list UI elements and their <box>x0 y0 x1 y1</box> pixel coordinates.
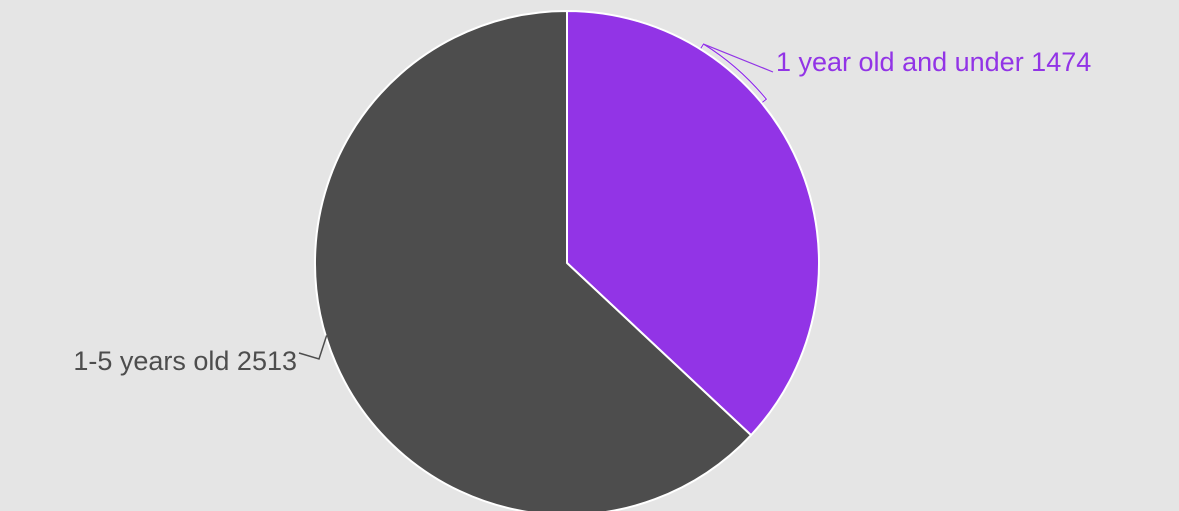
label-leader-line <box>298 335 328 360</box>
pie-slice <box>314 10 753 511</box>
pie-slices <box>314 10 820 511</box>
pie-labels: 1 year old and under 1474 1-5 years old 2… <box>73 42 1091 376</box>
slice-label: 1 year old and under 1474 <box>776 47 1091 77</box>
label-leader-hook <box>703 43 774 73</box>
pie-slice <box>566 10 820 437</box>
slice-label: 1-5 years old 2513 <box>73 346 297 376</box>
